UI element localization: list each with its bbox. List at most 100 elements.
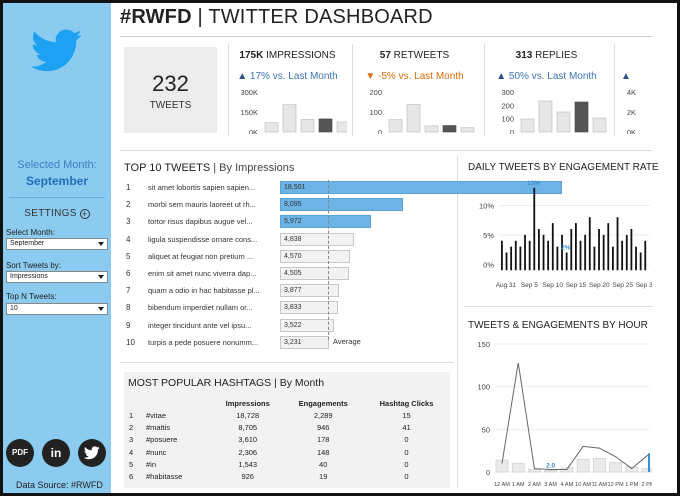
tweet-row[interactable]: 6 enim sit amet nunc viverra dap... 4,505: [124, 266, 454, 282]
tweet-impressions-value: 4,838: [284, 235, 302, 243]
hourly-annotation: 2.0: [546, 462, 555, 469]
hourly-chart: 150 100 50 0 2.0 12 AM 1 AM 2 AM 3 AM 4 AM 10 AM 11…: [477, 340, 652, 488]
tweet-row[interactable]: 5 aliquet at feugiat non pretium ... 4,570: [124, 249, 454, 265]
daily-annotation: 2%: [561, 245, 571, 252]
kpi-impressions-value: 175K: [239, 50, 264, 61]
select-month-label: Select Month:: [6, 228, 55, 237]
tweet-rank: 6: [126, 269, 131, 278]
hashtag-clicks: 15: [402, 410, 411, 420]
top-tweets-subtitle: | By Impressions: [210, 162, 295, 174]
tweet-row[interactable]: 2 morbi sem mauris laoreet ut rh... 8,095: [124, 197, 454, 213]
tweet-rank: 9: [126, 320, 131, 330]
engagements-line: [501, 362, 649, 470]
data-source: Data Source: #RWFD: [16, 480, 103, 490]
hashtag-engagements: 40: [319, 459, 328, 469]
daily-bar: [598, 229, 600, 271]
kpi-retweets-title: 57 RETWEETS: [353, 50, 476, 61]
daily-bar: [510, 246, 513, 271]
kpi-impressions-change-suffix: vs. Last Month: [269, 71, 338, 82]
hashtag-name: #nunc: [146, 447, 167, 457]
sort-tweets-value: Impressions: [10, 273, 48, 280]
top-n-label: Top N Tweets:: [6, 292, 57, 301]
settings-toggle[interactable]: SETTINGS +: [3, 208, 111, 219]
hashtag-name: #vitae: [146, 410, 167, 420]
kpi-retweets-value: 57: [379, 50, 391, 61]
kpi-axis-tick: 300K: [240, 88, 258, 97]
hashtag-row[interactable]: 6 #habitasse 926 19 0: [124, 470, 450, 482]
x-tick-label: 2 PM: [641, 482, 652, 488]
hashtags-title-text: MOST POPULAR HASHTAGS: [128, 377, 272, 389]
top-n-dropdown[interactable]: 10: [6, 303, 108, 315]
tweet-text: tortor risus dapibus augue vel...: [148, 217, 253, 227]
kpi-axis-tick: 100: [369, 108, 382, 117]
page-title: #RWFD | TWITTER DASHBOARD: [120, 6, 433, 29]
x-tick-label: Aug 31: [496, 282, 517, 289]
sort-tweets-dropdown[interactable]: Impressions: [6, 271, 108, 283]
kpi-spark-bar: [318, 118, 333, 133]
hashtag-row[interactable]: 4 #nunc 2,306 148 0: [124, 446, 450, 458]
y-tick-label: 150: [477, 340, 490, 349]
hashtag-rank: 6: [129, 472, 134, 482]
chevron-down-icon: [98, 242, 104, 246]
kpi-spark-bar: [282, 104, 297, 133]
daily-annotation: 13%: [527, 180, 540, 187]
tweet-row[interactable]: 7 quam a odio in hac habitasse pl... 3,877: [124, 283, 454, 299]
panel-divider: [457, 156, 458, 488]
hashtag-name: #mattis: [146, 422, 171, 432]
hashtags-panel: MOST POPULAR HASHTAGS | By Month Impress…: [124, 372, 450, 488]
linkedin-icon[interactable]: in: [42, 439, 70, 467]
pdf-icon[interactable]: PDF: [6, 439, 34, 467]
twitter-icon[interactable]: [78, 439, 106, 467]
kpi-replies-change-value: 50%: [508, 71, 529, 82]
hashtags-header-row: Impressions Engagements Hashtag Clicks: [124, 398, 450, 409]
twitter-bird-small-icon: [83, 446, 100, 460]
hashtag-impressions: 1,543: [238, 459, 258, 469]
tweet-impressions-bar: [280, 301, 339, 315]
hashtag-clicks: 0: [404, 447, 409, 457]
hashtag-clicks: 0: [404, 459, 409, 469]
kpi-axis-tick: 200: [501, 101, 514, 110]
hourly-tweet-bar: [495, 459, 509, 473]
tweet-text: bibendum imperdiet nullam or...: [148, 303, 253, 313]
hashtag-clicks: 41: [402, 422, 411, 432]
daily-bar: [538, 229, 540, 271]
daily-bar: [575, 223, 577, 271]
daily-bar: [547, 240, 550, 271]
hashtag-rank: 3: [129, 435, 134, 445]
tweet-row[interactable]: 1 sit amet lobortis sapien sapien... 18,50…: [124, 180, 562, 196]
kpi-impressions-change-value: 17%: [249, 71, 270, 82]
hashtag-row[interactable]: 2 #mattis 8,705 946 41: [124, 421, 450, 433]
kpi-retweets: 57 RETWEETS ▼ -5% vs. Last Month 200 100 0: [352, 44, 476, 136]
hourly-tweet-bar: [593, 458, 606, 473]
select-month-dropdown[interactable]: September: [6, 238, 108, 250]
tweet-row[interactable]: 9 integer tincidunt ante vel ipsu... 3,522: [124, 318, 454, 334]
tweet-rank: 3: [126, 217, 131, 227]
tweet-impressions-bar: [280, 335, 330, 349]
daily-bar: [635, 246, 637, 271]
hashtag-row[interactable]: 3 #posuere 3,610 178 0: [124, 434, 450, 446]
tweet-impressions-value: 18,501: [284, 184, 306, 191]
tweet-row[interactable]: 8 bibendum imperdiet nullam or... 3,833: [124, 300, 454, 316]
kpi-replies-title: 313 REPLIES: [485, 50, 608, 61]
tweet-impressions-value: 4,505: [284, 270, 302, 277]
header-divider: [120, 36, 652, 37]
hashtag-row[interactable]: 5 #in 1,543 40 0: [124, 458, 450, 470]
x-tick-label: Sep 15: [566, 282, 587, 289]
tweet-impressions-bar: [280, 284, 340, 298]
kpi-impressions-change: ▲ 17% vs. Last Month: [229, 71, 346, 82]
tweet-row[interactable]: 3 tortor risus dapibus augue vel... 5,972: [124, 214, 454, 230]
kpi-axis-tick: 0K: [627, 128, 636, 134]
kpi-axis-tick: 100: [501, 115, 514, 124]
tweet-impressions-value: 3,877: [284, 287, 302, 295]
tweet-row[interactable]: 4 ligula suspendisse ornare cons... 4,838: [124, 232, 454, 248]
tweet-text: turpis a pede posuere nonumm...: [148, 337, 259, 347]
kpi-retweets-sparkbars: 200 100 0: [369, 88, 475, 134]
hashtag-row[interactable]: 1 #vitae 18,728 2,289 15: [124, 409, 450, 421]
arrow-down-icon: ▼: [365, 71, 376, 82]
hashtag-rank: 2: [129, 422, 134, 432]
daily-bar: [616, 217, 619, 271]
tweet-row[interactable]: 10 turpis a pede posuere nonumm... 3,231: [124, 335, 454, 351]
tweet-rank: 10: [126, 337, 135, 347]
hashtag-engagements: 2,289: [313, 410, 333, 420]
